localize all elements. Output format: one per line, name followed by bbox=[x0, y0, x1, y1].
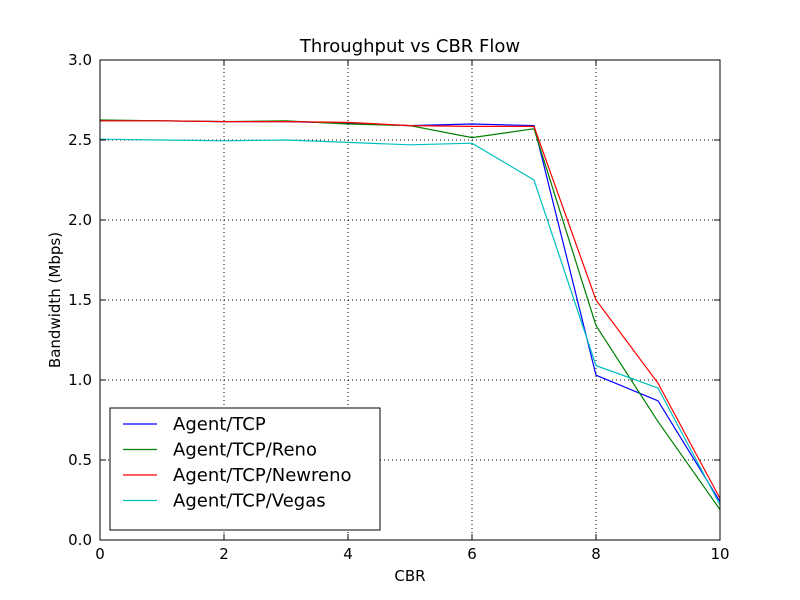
y-tick-label: 1.0 bbox=[68, 371, 92, 389]
legend-label-agent-tcp-newreno: Agent/TCP/Newreno bbox=[173, 465, 352, 486]
series-line-agent-tcp-vegas bbox=[99, 138, 721, 506]
legend-label-agent-tcp-vegas: Agent/TCP/Vegas bbox=[173, 491, 326, 512]
x-tick-label: 6 bbox=[467, 545, 477, 563]
series-layer bbox=[99, 119, 721, 510]
x-tick-label: 4 bbox=[343, 545, 353, 563]
x-tick-label: 10 bbox=[710, 545, 729, 563]
x-tick-label: 0 bbox=[95, 545, 105, 563]
legend-label-agent-tcp-reno: Agent/TCP/Reno bbox=[173, 440, 317, 461]
series-line-agent-tcp-newreno bbox=[100, 120, 721, 499]
y-axis-label: Bandwidth (Mbps) bbox=[46, 232, 64, 368]
x-axis-label: CBR bbox=[394, 567, 425, 585]
grid bbox=[100, 60, 720, 540]
y-tick-label: 3.0 bbox=[68, 51, 92, 69]
axis-ticks: 0 2 4 6 8 10 0.0 0.5 1.0 1.5 2.0 2.5 3.0 bbox=[68, 51, 729, 563]
x-tick-label: 8 bbox=[591, 545, 601, 563]
legend-box bbox=[109, 407, 381, 531]
y-tick-label: 2.0 bbox=[68, 211, 92, 229]
y-tick-label: 0.0 bbox=[68, 531, 92, 549]
x-tick-label: 2 bbox=[219, 545, 229, 563]
legend: Agent/TCP Agent/TCP/Reno Agent/TCP/Newreno… bbox=[109, 407, 381, 531]
chart-title: Throughput vs CBR Flow bbox=[299, 36, 520, 57]
y-tick-label: 0.5 bbox=[68, 451, 92, 469]
y-tick-label: 2.5 bbox=[68, 131, 92, 149]
legend-label-agent-tcp: Agent/TCP bbox=[173, 414, 266, 435]
y-tick-label: 1.5 bbox=[68, 291, 92, 309]
